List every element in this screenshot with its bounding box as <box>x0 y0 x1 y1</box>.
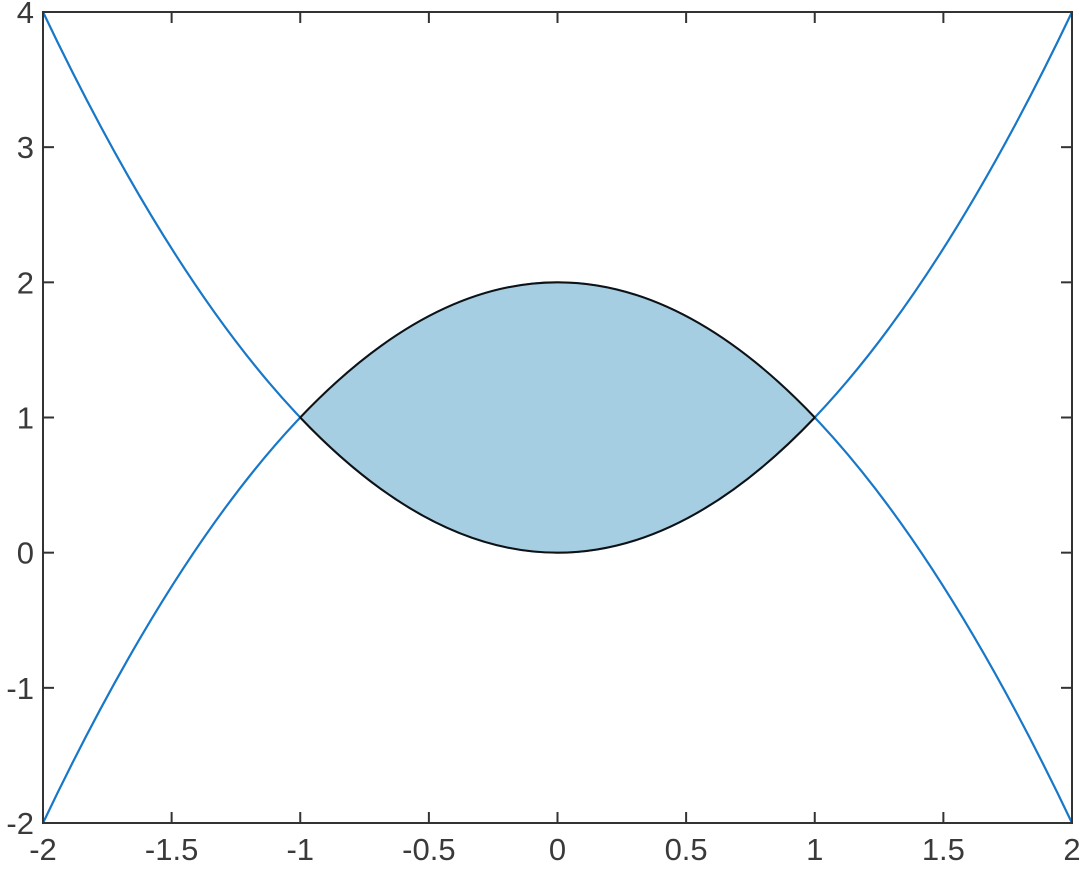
y-tick-label: 4 <box>17 0 34 30</box>
y-tick-label: -1 <box>6 671 34 706</box>
x-tick-label: 1 <box>806 832 823 867</box>
y-tick-label: 1 <box>17 401 34 436</box>
x-tick-label: -1.5 <box>145 832 198 867</box>
x-tick-label: -0.5 <box>402 832 455 867</box>
shaded-region <box>299 281 816 554</box>
y-tick-label: -2 <box>6 806 34 841</box>
axes-frame-layer <box>42 11 1073 824</box>
y-tick-label: 0 <box>17 536 34 571</box>
x-tick-label: 0.5 <box>665 832 708 867</box>
tick-labels-layer: -2 -1.5 -1 -0.5 0 0.5 1 1.5 2 -2 -1 0 1 2 3 4 <box>6 0 1080 867</box>
y-tick-label: 3 <box>17 130 34 165</box>
x-tick-label: -1 <box>286 832 314 867</box>
shaded-region-layer <box>299 281 816 554</box>
x-tick-label: -2 <box>29 832 57 867</box>
x-tick-label: 0 <box>549 832 566 867</box>
y-tick-label: 2 <box>17 265 34 300</box>
x-tick-label: 1.5 <box>922 832 965 867</box>
x-tick-label: 2 <box>1063 832 1080 867</box>
